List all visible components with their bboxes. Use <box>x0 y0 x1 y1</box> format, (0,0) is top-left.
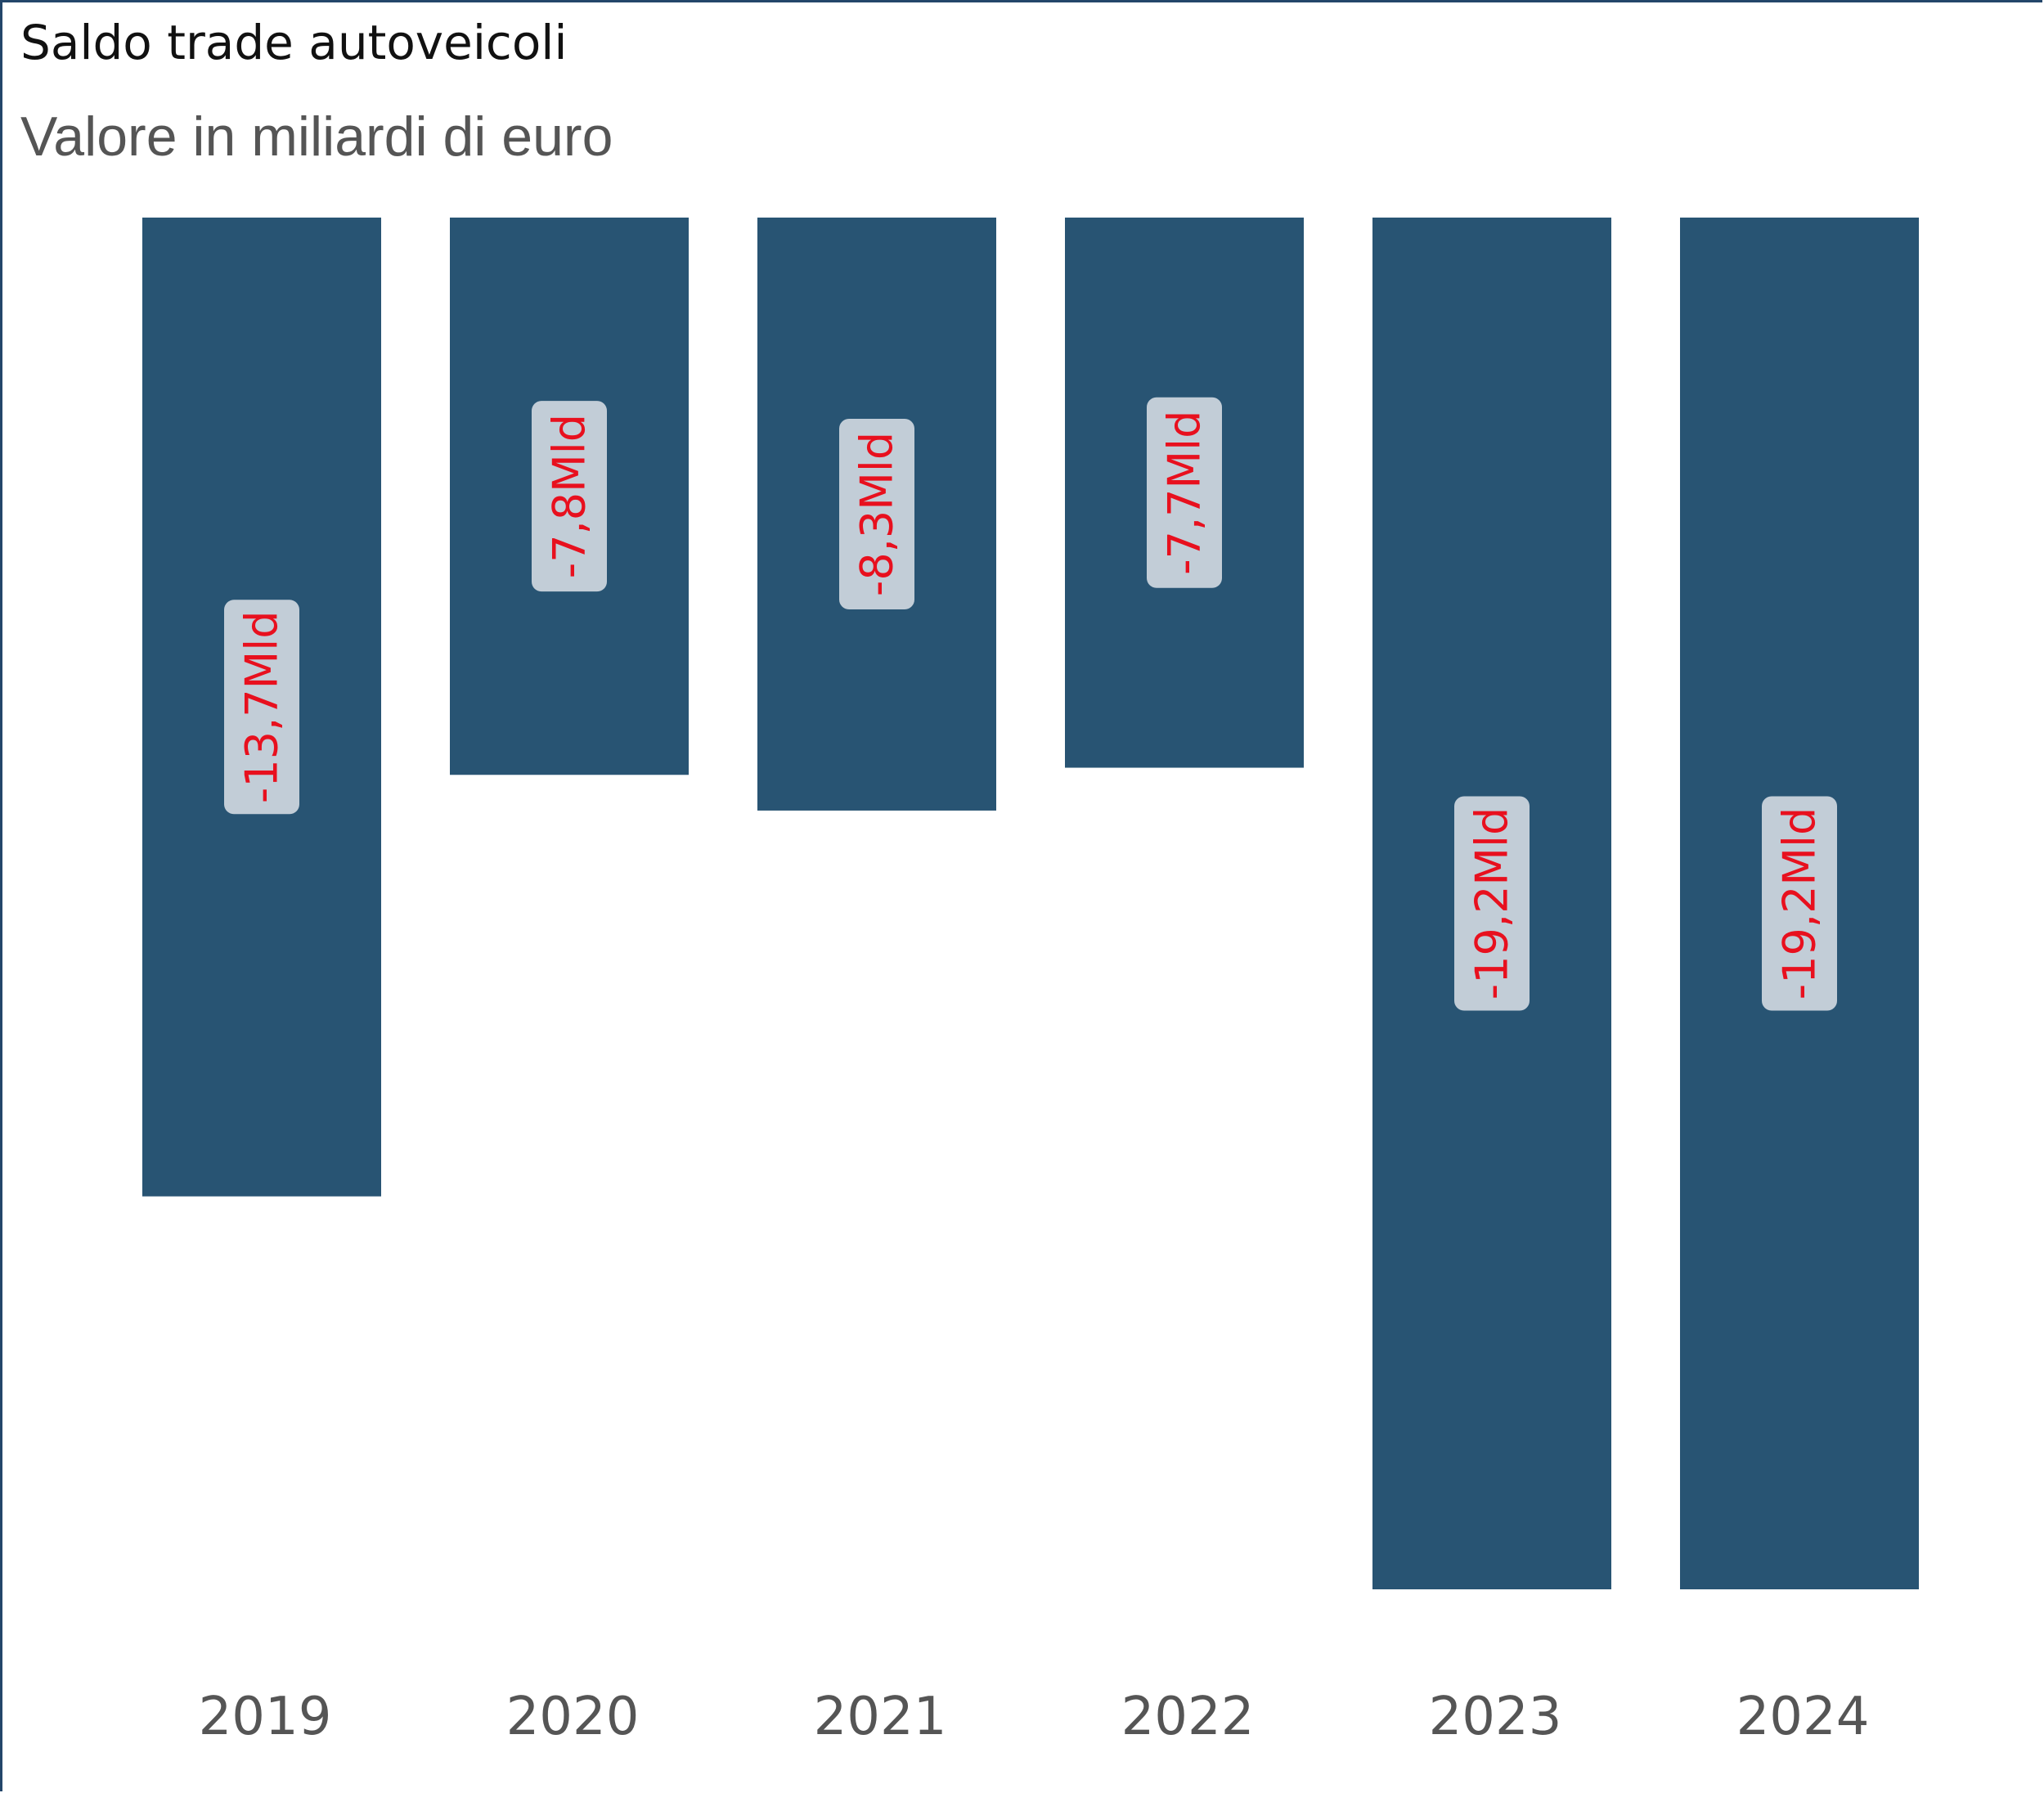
bar-group-2021: -8,3Mld 2021 <box>757 218 996 1747</box>
data-label-background <box>1147 397 1222 588</box>
x-tick-label-2020: 2020 <box>506 1687 640 1747</box>
x-tick-label-2023: 2023 <box>1429 1687 1562 1747</box>
bar-group-2019: -13,7Mld 2019 <box>142 218 381 1747</box>
data-label-text: -7,8Mld <box>544 414 595 578</box>
bar-group-2022: -7,7Mld 2022 <box>1065 218 1304 1747</box>
x-tick-label-2019: 2019 <box>199 1687 332 1747</box>
data-label-background <box>839 418 914 609</box>
data-label-background <box>1762 796 1837 1011</box>
data-label-text: -8,3Mld <box>851 432 903 596</box>
data-label-background <box>532 401 607 592</box>
bar-group-2023: -19,2Mld 2023 <box>1372 218 1611 1747</box>
data-label-2021: -8,3Mld <box>839 418 914 609</box>
data-label-background <box>1454 796 1530 1011</box>
bar-group-2020: -7,8Mld 2020 <box>450 218 689 1747</box>
chart-subtitle: Valore in miliardi di euro <box>20 106 613 168</box>
data-label-text: -19,2Mld <box>1467 807 1518 1000</box>
chart-title: Saldo trade autoveicoli <box>20 15 568 70</box>
data-label-2020: -7,8Mld <box>532 401 607 592</box>
x-tick-label-2024: 2024 <box>1736 1687 1870 1747</box>
data-label-text: -19,2Mld <box>1774 807 1826 1000</box>
data-label-2023: -19,2Mld <box>1454 796 1530 1011</box>
data-label-2019: -13,7Mld <box>224 600 299 815</box>
x-tick-label-2021: 2021 <box>814 1687 947 1747</box>
bar-group-2024: -19,2Mld 2024 <box>1680 218 1919 1747</box>
data-label-2022: -7,7Mld <box>1147 397 1222 588</box>
data-label-text: -7,7Mld <box>1159 411 1211 575</box>
x-tick-label-2022: 2022 <box>1121 1687 1255 1747</box>
data-label-background <box>224 600 299 815</box>
data-label-text: -13,7Mld <box>236 611 288 804</box>
data-label-2024: -19,2Mld <box>1762 796 1837 1011</box>
